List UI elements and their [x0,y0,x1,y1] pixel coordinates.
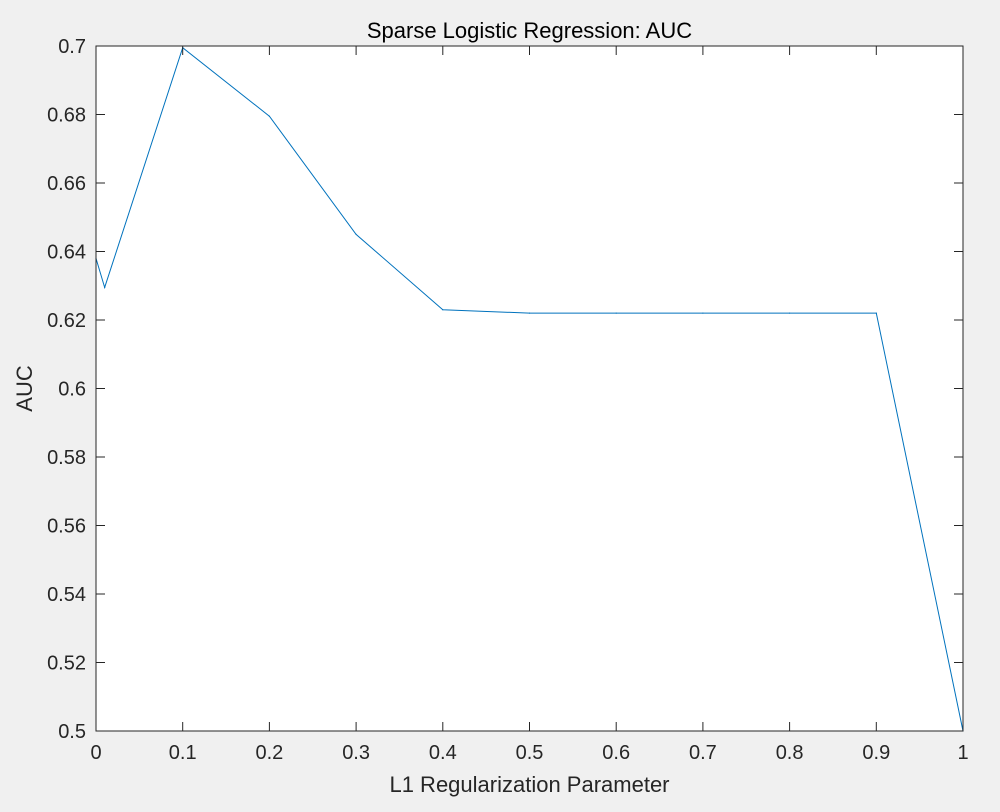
data-point [355,233,357,235]
y-tick-label: 0.58 [47,447,86,469]
x-tick-label: 0.4 [429,742,457,764]
plot-area [96,46,963,731]
data-point [702,312,704,314]
x-tick-label: 0.8 [776,742,804,764]
data-point [104,286,106,289]
x-tick-label: 0.7 [689,742,717,764]
x-axis: 0 0.1 0.2 0.3 0.4 0.5 0.6 0.7 0.8 0.9 1 [90,46,969,764]
x-axis-label: L1 Regularization Parameter [389,772,669,797]
y-tick-label: 0.5 [58,721,86,743]
x-tick-label: 0.6 [602,742,630,764]
x-tick-label: 0.2 [255,742,283,764]
x-tick-label: 1 [957,742,968,764]
chart-title: Sparse Logistic Regression: AUC [367,18,692,43]
data-point [268,115,270,117]
data-point [442,309,444,311]
y-tick-label: 0.66 [47,173,86,195]
data-point [789,312,791,314]
series-line [95,46,964,732]
y-tick-label: 0.52 [47,653,86,675]
x-tick-label: 0.3 [342,742,370,764]
y-tick-label: 0.64 [47,242,86,264]
y-tick-label: 0.54 [47,584,86,606]
y-axis-label: AUC [12,365,37,412]
y-axis: 0.5 0.52 0.54 0.56 0.58 0.6 0.62 0.64 0.66 0.68 0.… [47,36,963,743]
x-tick-label: 0.1 [169,742,197,764]
y-tick-label: 0.68 [47,105,86,127]
y-tick-label: 0.62 [47,310,86,332]
data-point [615,312,617,314]
y-tick-label: 0.56 [47,516,86,538]
data-point [528,312,531,314]
data-point [875,312,877,314]
x-tick-label: 0 [90,742,101,764]
x-tick-label: 0.9 [862,742,890,764]
x-tick-label: 0.5 [516,742,544,764]
y-tick-label: 0.7 [58,36,86,58]
y-tick-label: 0.6 [58,379,86,401]
